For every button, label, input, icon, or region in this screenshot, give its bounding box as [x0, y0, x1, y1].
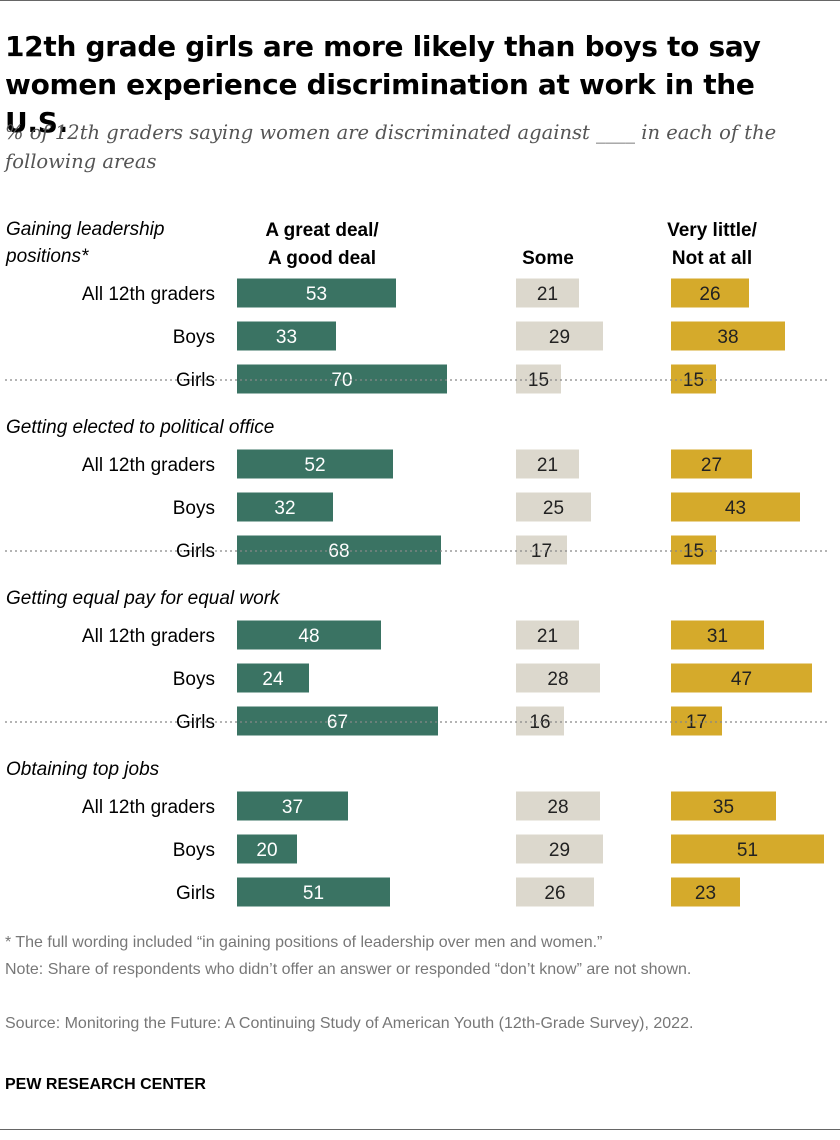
bar — [237, 791, 348, 821]
bar-value-label: 31 — [707, 626, 728, 647]
bar-value-label: 51 — [737, 840, 758, 861]
bar — [516, 834, 603, 864]
row-label: All 12th graders — [82, 797, 215, 818]
bar — [237, 663, 309, 693]
bar — [516, 535, 567, 565]
bar-value-label: 15 — [683, 370, 704, 391]
bar-value-label: 29 — [549, 327, 570, 348]
row-label: All 12th graders — [82, 626, 215, 647]
brand-name: PEW RESEARCH CENTER — [5, 1076, 206, 1093]
row-label: Boys — [173, 840, 215, 861]
bar — [671, 535, 716, 565]
row-label: All 12th graders — [82, 284, 215, 305]
group-label-1: Gaining leadership — [6, 219, 164, 240]
bottom-rule — [0, 1129, 840, 1130]
bar-value-label: 43 — [725, 498, 746, 519]
bar-value-label: 38 — [717, 327, 738, 348]
row-label: Boys — [173, 327, 215, 348]
bar — [671, 278, 749, 308]
bar — [671, 321, 785, 351]
group-label-4: Obtaining top jobs — [6, 759, 160, 780]
bar-value-label: 28 — [547, 797, 568, 818]
column-header-1: A good deal — [268, 248, 376, 269]
bar — [237, 321, 336, 351]
bar — [516, 791, 600, 821]
bar — [516, 620, 579, 650]
bar — [237, 449, 393, 479]
bar — [237, 834, 297, 864]
bar — [516, 364, 561, 394]
column-header-2: Some — [522, 248, 574, 269]
bar — [516, 706, 564, 736]
bar — [237, 492, 333, 522]
bar-value-label: 48 — [298, 626, 319, 647]
bar-value-label: 28 — [547, 669, 568, 690]
bar-value-label: 51 — [303, 883, 324, 904]
bar-value-label: 21 — [537, 284, 558, 305]
bar — [671, 877, 740, 907]
bar-value-label: 67 — [327, 712, 348, 733]
row-label: All 12th graders — [82, 455, 215, 476]
bar-value-label: 24 — [262, 669, 284, 690]
bar — [516, 492, 591, 522]
bar-value-label: 21 — [537, 626, 558, 647]
bar-value-label: 35 — [713, 797, 734, 818]
bar — [671, 364, 716, 394]
footnote-asterisk: * The full wording included “in gaining … — [5, 934, 603, 951]
chart-subtitle: % of 12th graders saying women are discr… — [5, 121, 777, 173]
bar-value-label: 21 — [537, 455, 558, 476]
bar — [237, 535, 441, 565]
bar-value-label: 52 — [304, 455, 325, 476]
bar-value-label: 27 — [701, 455, 722, 476]
bar-value-label: 25 — [543, 498, 564, 519]
bar — [237, 706, 438, 736]
bar-value-label: 15 — [528, 370, 549, 391]
bar — [671, 791, 776, 821]
chart-title: 12th grade girls are more likely than bo… — [5, 30, 761, 139]
bar-value-label: 32 — [274, 498, 295, 519]
bar — [516, 449, 579, 479]
bar-value-label: 68 — [328, 541, 349, 562]
bar — [516, 663, 600, 693]
column-header-1: A great deal/ — [265, 220, 379, 241]
group-label-1: positions* — [5, 246, 89, 267]
bar — [671, 834, 824, 864]
bar-value-label: 26 — [699, 284, 720, 305]
bar — [671, 620, 764, 650]
column-header-3: Not at all — [672, 248, 752, 269]
bar-value-label: 26 — [544, 883, 565, 904]
bar — [671, 663, 812, 693]
bar — [516, 321, 603, 351]
group-label-2: Getting elected to political office — [6, 417, 274, 438]
bar — [516, 877, 594, 907]
footnote-note: Note: Share of respondents who didn’t of… — [5, 961, 692, 978]
bar — [237, 364, 447, 394]
row-label: Boys — [173, 669, 215, 690]
bar-value-label: 47 — [731, 669, 752, 690]
column-header-3: Very little/ — [667, 220, 757, 241]
bar — [671, 706, 722, 736]
bar — [237, 278, 396, 308]
bar-value-label: 33 — [276, 327, 297, 348]
row-label: Girls — [176, 883, 215, 904]
bar — [237, 877, 390, 907]
bar-value-label: 20 — [256, 840, 277, 861]
bar — [516, 278, 579, 308]
top-rule — [0, 0, 840, 1]
footnote-source: Source: Monitoring the Future: A Continu… — [5, 1015, 694, 1032]
bar-value-label: 37 — [282, 797, 303, 818]
group-label-3: Getting equal pay for equal work — [6, 588, 281, 609]
bar-value-label: 15 — [683, 541, 704, 562]
bar — [671, 492, 800, 522]
row-label: Boys — [173, 498, 215, 519]
bar-value-label: 29 — [549, 840, 570, 861]
chart-area: A great deal/A good deal Some Very little/… — [5, 219, 830, 907]
bar-value-label: 23 — [695, 883, 716, 904]
bar-value-label: 53 — [306, 284, 327, 305]
bar — [237, 620, 381, 650]
bar — [671, 449, 752, 479]
